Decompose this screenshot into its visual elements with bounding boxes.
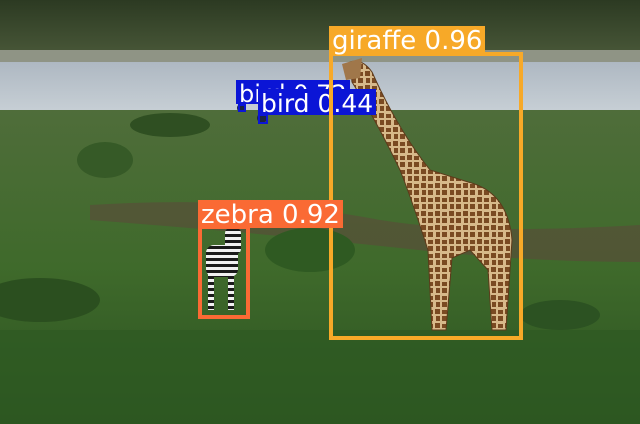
giraffe-label: giraffe 0.96 — [329, 26, 486, 54]
giraffe-figure — [342, 58, 513, 331]
zebra-detection-box — [198, 225, 250, 319]
foreground-grass — [0, 330, 640, 424]
bush — [77, 142, 133, 178]
bird-detection-box-2 — [258, 114, 268, 124]
bush — [0, 278, 100, 322]
bird-detection-box-1 — [238, 104, 246, 112]
zebra-figure — [206, 228, 241, 310]
bush — [130, 113, 210, 137]
bush — [520, 300, 600, 330]
zebra-label: zebra 0.92 — [198, 200, 343, 228]
bird-label-2: bird 0.44 — [258, 89, 377, 116]
giraffe-detection-box — [329, 52, 523, 340]
